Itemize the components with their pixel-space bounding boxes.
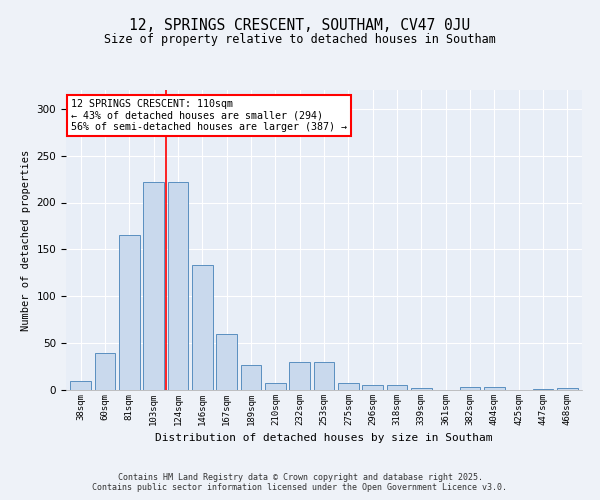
Bar [460, 387, 481, 390]
Text: 12 SPRINGS CRESCENT: 110sqm
← 43% of detached houses are smaller (294)
56% of se: 12 SPRINGS CRESCENT: 110sqm ← 43% of det… [71, 99, 347, 132]
Bar [167, 182, 188, 390]
Bar [484, 387, 505, 390]
Bar [265, 382, 286, 390]
X-axis label: Distribution of detached houses by size in Southam: Distribution of detached houses by size … [155, 434, 493, 444]
Text: Contains HM Land Registry data © Crown copyright and database right 2025.
Contai: Contains HM Land Registry data © Crown c… [92, 473, 508, 492]
Text: Size of property relative to detached houses in Southam: Size of property relative to detached ho… [104, 32, 496, 46]
Bar [557, 388, 578, 390]
Bar [70, 380, 91, 390]
Bar [362, 386, 383, 390]
Bar [192, 266, 212, 390]
Bar [95, 352, 115, 390]
Bar [143, 182, 164, 390]
Bar [216, 334, 237, 390]
Text: 12, SPRINGS CRESCENT, SOUTHAM, CV47 0JU: 12, SPRINGS CRESCENT, SOUTHAM, CV47 0JU [130, 18, 470, 32]
Bar [533, 389, 553, 390]
Bar [289, 362, 310, 390]
Bar [386, 386, 407, 390]
Bar [119, 236, 140, 390]
Bar [411, 388, 432, 390]
Y-axis label: Number of detached properties: Number of detached properties [21, 150, 31, 330]
Bar [338, 384, 359, 390]
Bar [241, 364, 262, 390]
Bar [314, 362, 334, 390]
